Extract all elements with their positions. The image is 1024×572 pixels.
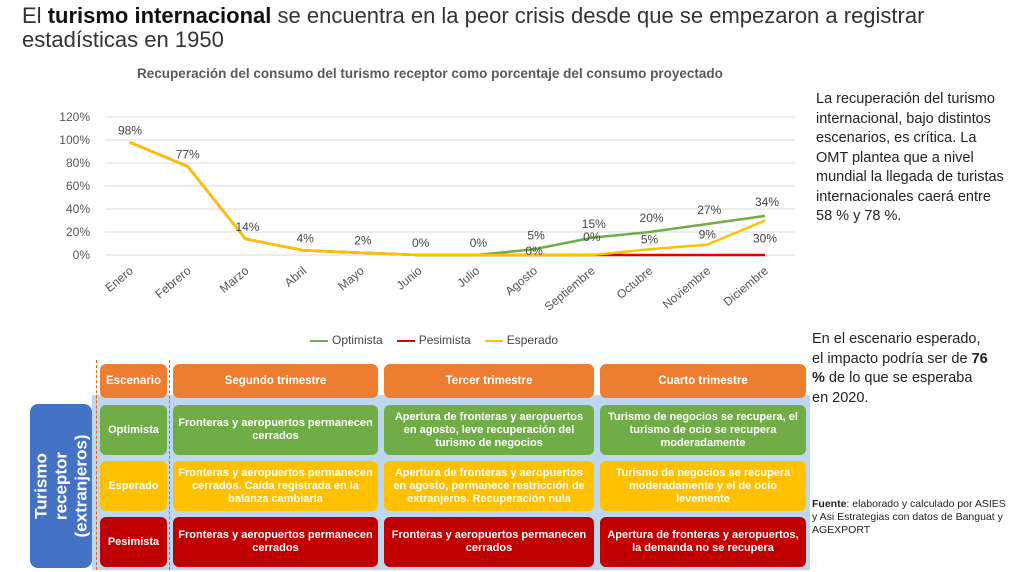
- data-label: 15%: [582, 217, 606, 231]
- data-label: 5%: [527, 228, 545, 242]
- series-line-optimista: [129, 141, 766, 257]
- y-tick-label: 60%: [66, 179, 90, 193]
- legend-item: Pesimista: [396, 333, 471, 347]
- data-label: 0%: [583, 230, 601, 244]
- y-tick-label: 0%: [73, 248, 91, 262]
- table-cell: Fronteras y aeropuertos permanecen cerra…: [173, 461, 378, 511]
- y-tick-label: 20%: [66, 225, 90, 239]
- scenario-label: Esperado: [100, 461, 167, 511]
- data-label: 4%: [297, 231, 315, 245]
- data-label: 14%: [235, 220, 259, 234]
- y-tick-label: 40%: [66, 202, 90, 216]
- table-cell: Apertura de fronteras y aeropuertos en a…: [384, 405, 594, 455]
- data-label: 0%: [525, 244, 543, 258]
- divider: [169, 360, 170, 570]
- table-header: Segundo trimestre: [173, 364, 378, 398]
- scenario-label: Pesimista: [100, 517, 167, 567]
- legend-swatch: [310, 339, 328, 342]
- legend-item: Optimista: [310, 333, 383, 347]
- table-cell: Apertura de fronteras y aeropuertos en a…: [384, 461, 594, 511]
- table-header: Escenario: [100, 364, 167, 398]
- data-label: 34%: [755, 195, 779, 209]
- legend-label: Pesimista: [418, 333, 471, 347]
- table-cell: Fronteras y aeropuertos permanecen cerra…: [173, 405, 378, 455]
- data-label: 27%: [697, 203, 721, 217]
- table-cell: Apertura de fronteras y aeropuertos, la …: [600, 517, 806, 567]
- table-cell: Fronteras y aeropuertos permanecen cerra…: [384, 517, 594, 567]
- side-text: La recuperación del turismo internaciona…: [816, 91, 1004, 224]
- data-label: 2%: [354, 234, 372, 248]
- chart-legend: Optimista Pesimista Esperado: [310, 333, 558, 347]
- legend-item: Esperado: [484, 333, 559, 347]
- series-line-pesimista: [129, 141, 765, 257]
- data-label: 0%: [412, 236, 430, 250]
- x-tick-label: Diciembre: [721, 263, 772, 309]
- vertical-label: Turismo receptor (extranjeros): [30, 404, 92, 568]
- data-label: 30%: [753, 232, 777, 246]
- x-tick-label: Marzo: [217, 263, 252, 295]
- data-label: 5%: [641, 232, 659, 246]
- y-tick-label: 100%: [59, 133, 90, 147]
- x-tick-label: Octubre: [614, 263, 656, 301]
- legend-label: Optimista: [332, 333, 383, 347]
- data-label: 0%: [470, 236, 488, 250]
- table-header: Cuarto trimestre: [600, 364, 806, 398]
- series-line-esperado: [129, 141, 766, 257]
- x-tick-label: Septiembre: [542, 263, 598, 313]
- x-tick-label: Abril: [282, 264, 309, 290]
- data-label: 9%: [699, 228, 717, 242]
- chart-title: Recuperación del consumo del turismo rec…: [137, 66, 723, 81]
- x-tick-label: Enero: [102, 263, 136, 295]
- legend-swatch: [484, 339, 503, 342]
- data-label: 77%: [176, 147, 200, 161]
- legend-swatch: [396, 339, 415, 342]
- data-label: 98%: [118, 123, 142, 137]
- line-chart: 0% 20% 40% 60% 80% 100% 120% Enero Febrero Marzo A…: [59, 110, 795, 314]
- x-tick-label: Agosto: [502, 263, 540, 298]
- side-text-2: En el escenario esperado, el impacto pod…: [812, 331, 988, 406]
- source-note: Fuente: elaborado y calculado por ASIES …: [812, 498, 1006, 536]
- table-cell: Fronteras y aeropuertos permanecen cerra…: [173, 517, 378, 567]
- x-tick-label: Febrero: [152, 263, 193, 301]
- slide-title: El turismo internacional se encuentra en…: [22, 3, 925, 52]
- y-tick-label: 80%: [66, 156, 90, 170]
- x-tick-label: Mayo: [335, 263, 367, 293]
- x-tick-label: Julio: [454, 263, 482, 290]
- data-label: 20%: [640, 211, 664, 225]
- x-tick-label: Noviembre: [660, 263, 714, 311]
- divider: [96, 360, 97, 570]
- table-cell: Turismo de negocios se recupera, el turi…: [600, 405, 806, 455]
- table-header: Tercer trimestre: [384, 364, 594, 398]
- legend-label: Esperado: [506, 333, 559, 347]
- table-cell: Turismo de negocios se recupera moderada…: [600, 461, 806, 511]
- scenario-label: Optimista: [100, 405, 167, 455]
- x-tick-label: Junio: [394, 263, 425, 292]
- y-tick-label: 120%: [59, 110, 90, 124]
